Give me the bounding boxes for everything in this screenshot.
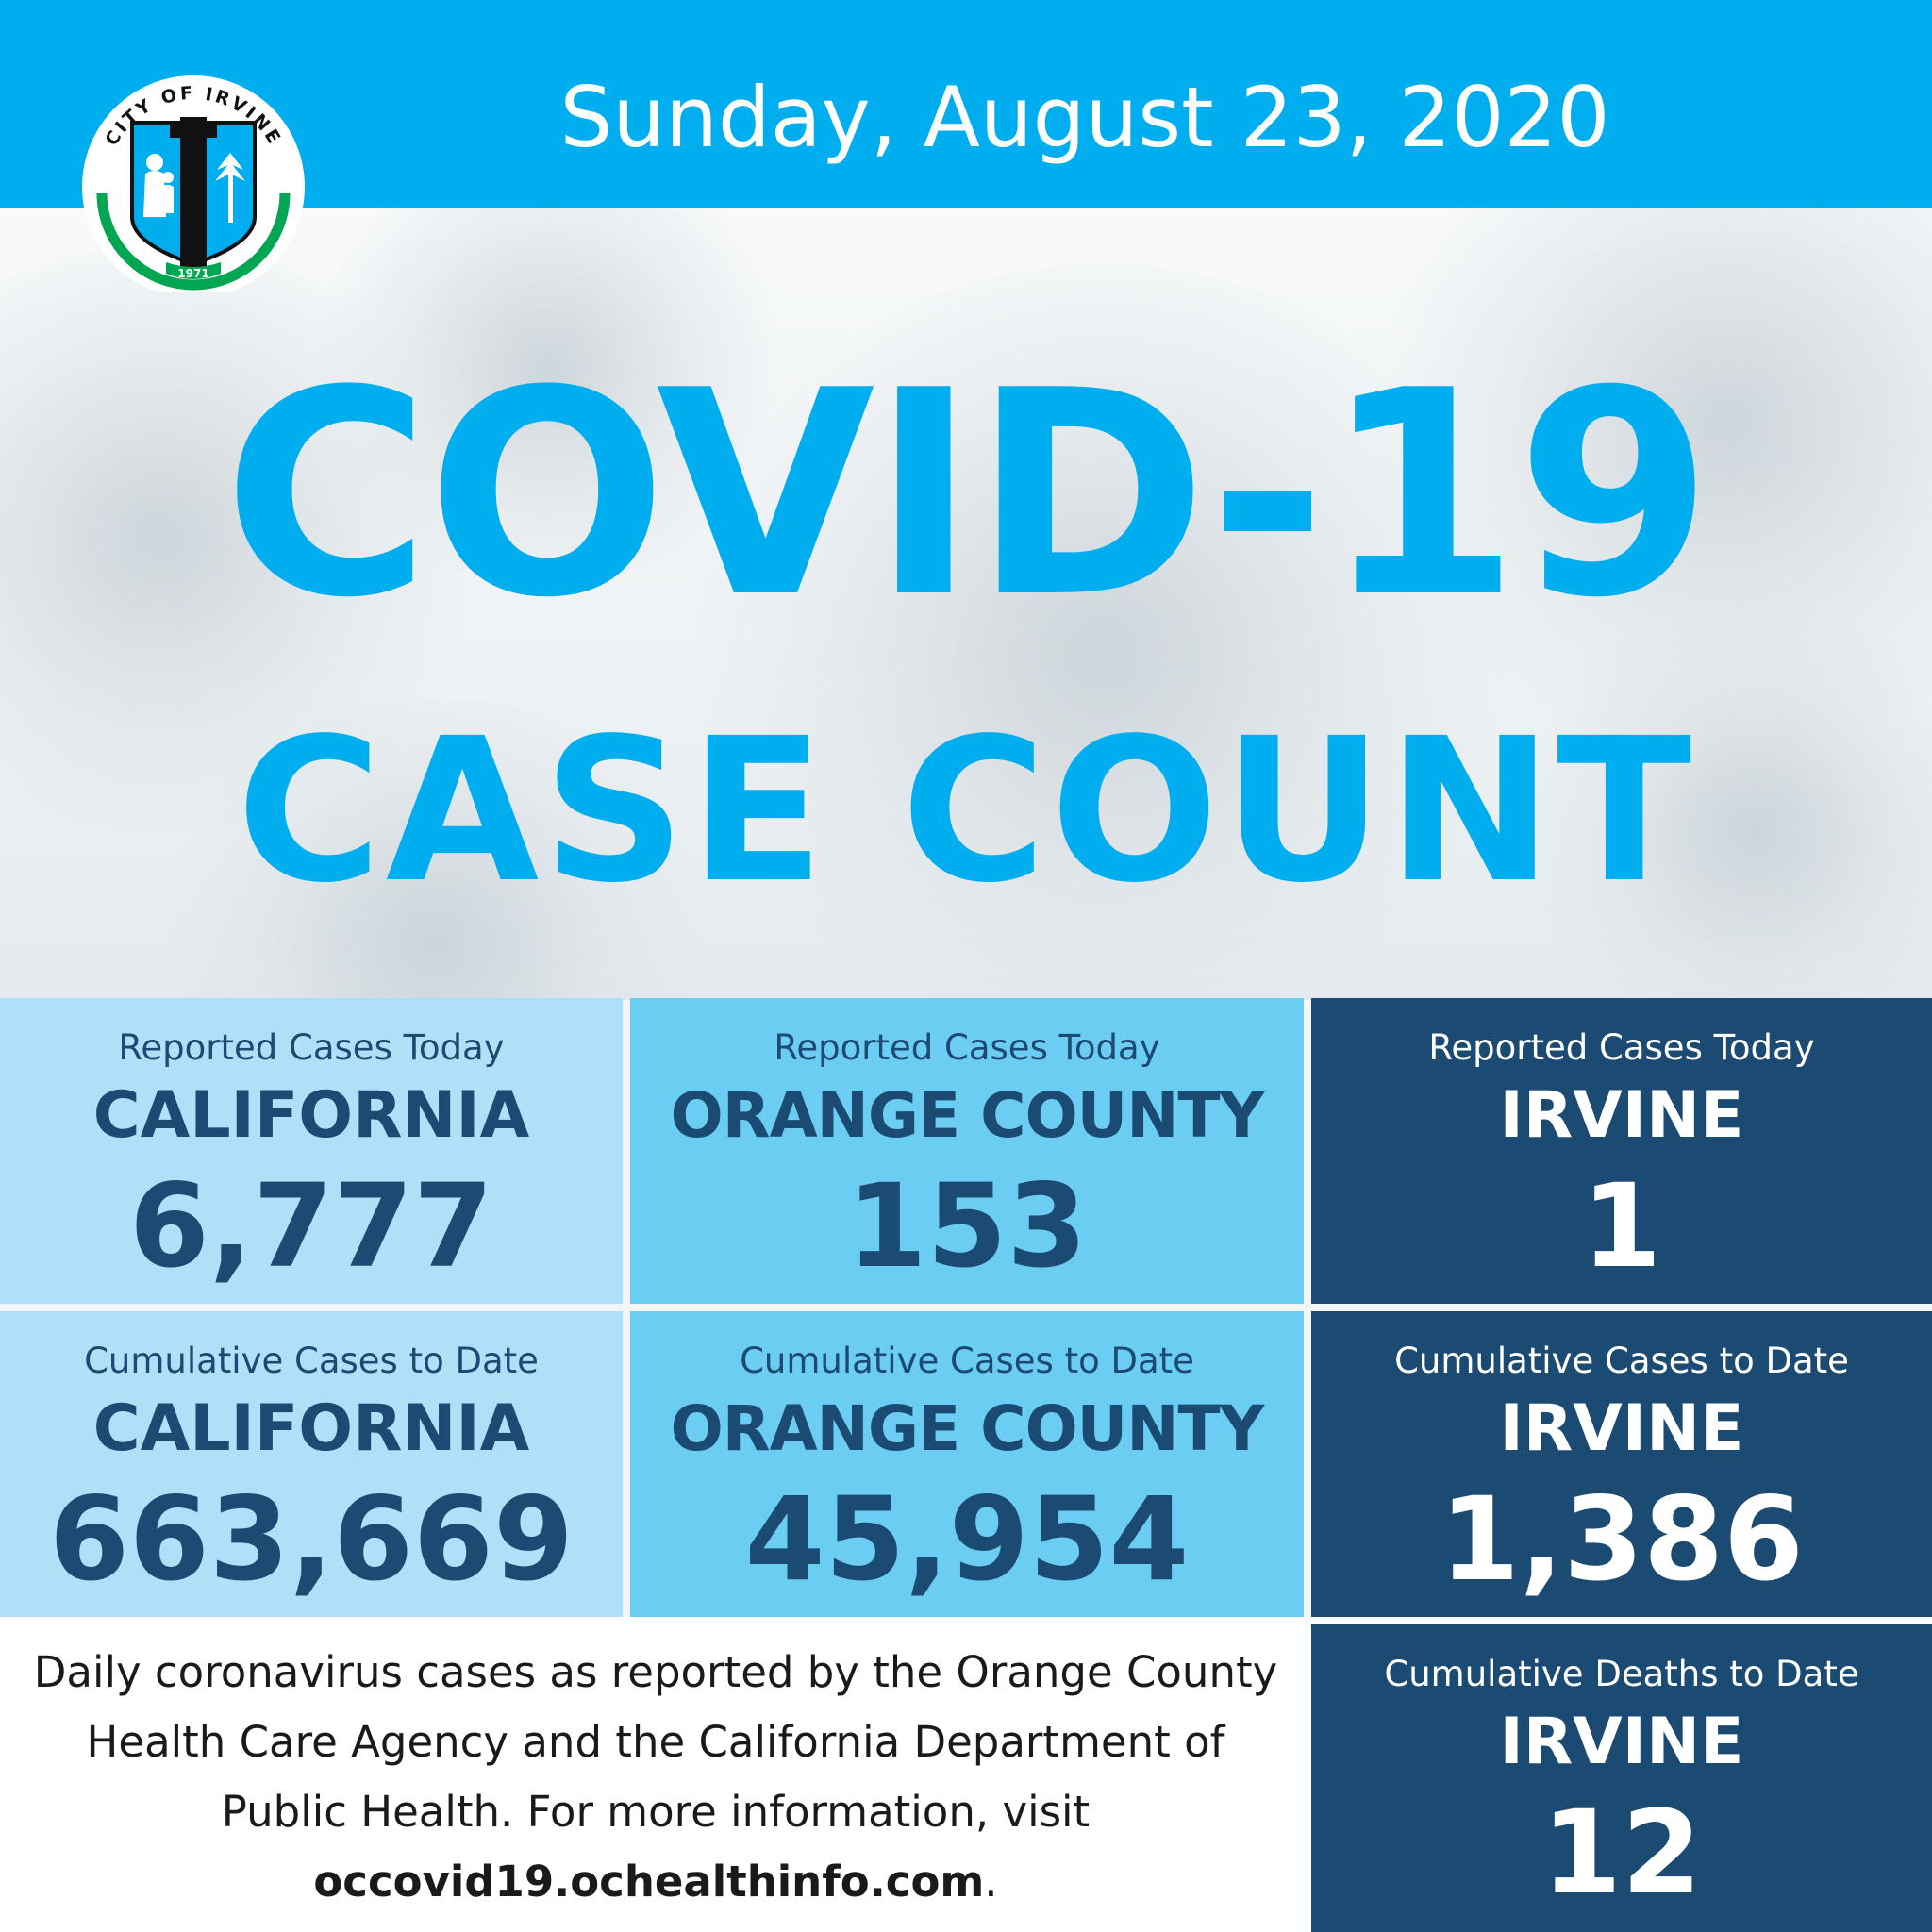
stat-value: 663,669	[49, 1473, 574, 1607]
stat-value: 1	[1581, 1159, 1662, 1293]
stat-place: IRVINE	[1499, 1705, 1744, 1779]
stat-card-irvine-today: Reported Cases Today IRVINE 1	[1311, 998, 1932, 1304]
virus-background	[0, 208, 1932, 1000]
stat-card-california-today: Reported Cases Today CALIFORNIA 6,777	[0, 998, 623, 1304]
stat-place: ORANGE COUNTY	[670, 1079, 1265, 1152]
stat-label: Cumulative Cases to Date	[740, 1341, 1194, 1381]
stat-value: 45,954	[744, 1473, 1190, 1607]
stat-label: Reported Cases Today	[774, 1027, 1160, 1068]
stat-place: IRVINE	[1499, 1078, 1744, 1153]
date-heading: Sunday, August 23, 2020	[559, 69, 1610, 166]
covid-title: COVID-19	[223, 330, 1713, 659]
stat-label: Cumulative Cases to Date	[1394, 1341, 1849, 1381]
source-note: Daily coronavirus cases as reported by t…	[28, 1638, 1283, 1917]
case-count-title: CASE COUNT	[236, 695, 1696, 926]
source-note-text: Daily coronavirus cases as reported by t…	[33, 1647, 1278, 1837]
stat-label: Cumulative Deaths to Date	[1384, 1654, 1859, 1694]
source-note-period: .	[984, 1857, 998, 1907]
stat-label: Reported Cases Today	[1428, 1027, 1815, 1068]
stat-label: Reported Cases Today	[118, 1027, 505, 1068]
stat-place: IRVINE	[1499, 1391, 1744, 1466]
stat-card-california-cumulative: Cumulative Cases to Date CALIFORNIA 663,…	[0, 1311, 623, 1617]
stat-place: CALIFORNIA	[92, 1391, 530, 1466]
svg-text:1971: 1971	[177, 267, 208, 280]
stat-card-irvine-cumulative: Cumulative Cases to Date IRVINE 1,386	[1311, 1311, 1932, 1617]
stat-value: 6,777	[129, 1159, 493, 1293]
stat-place: CALIFORNIA	[92, 1078, 530, 1153]
stat-value: 1,386	[1440, 1473, 1804, 1607]
city-of-irvine-seal: CITY OF IRVINE 1971	[82, 75, 305, 292]
stat-label: Cumulative Cases to Date	[84, 1341, 539, 1381]
date-banner	[0, 0, 1932, 208]
stat-card-irvine-deaths: Cumulative Deaths to Date IRVINE 12	[1311, 1624, 1932, 1932]
footer-panel	[0, 1617, 1304, 1932]
stat-value: 12	[1541, 1786, 1702, 1920]
source-link[interactable]: occovid19.ochealthinfo.com	[313, 1857, 985, 1907]
stat-card-orange-county-cumulative: Cumulative Cases to Date ORANGE COUNTY 4…	[630, 1311, 1304, 1617]
stat-card-orange-county-today: Reported Cases Today ORANGE COUNTY 153	[630, 998, 1304, 1304]
stat-value: 153	[846, 1159, 1088, 1293]
stat-place: ORANGE COUNTY	[670, 1392, 1265, 1465]
